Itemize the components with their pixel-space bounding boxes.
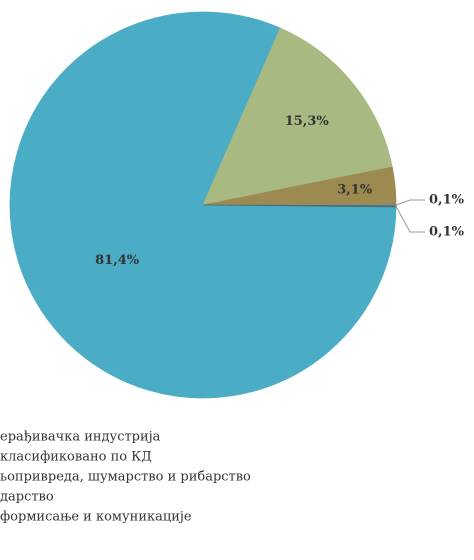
pie-slice [9, 11, 397, 399]
data-label: 81,4% [95, 253, 140, 268]
leader-line [395, 206, 425, 233]
data-label: 0,1% [429, 225, 465, 240]
pie-slice [202, 27, 393, 206]
legend-label: ерађивачка индустрија [0, 430, 161, 445]
data-label: 15,3% [285, 114, 330, 129]
leader-line [395, 199, 425, 206]
legend-label: формисање и комуникације [0, 510, 192, 525]
legend-label: дарство [0, 490, 54, 505]
legend-label: класификовано по КД [0, 450, 152, 465]
data-label: 0,1% [429, 193, 465, 208]
legend-label: ьопривреда, шумарство и рибарство [0, 470, 251, 485]
data-label: 3,1% [337, 182, 373, 197]
